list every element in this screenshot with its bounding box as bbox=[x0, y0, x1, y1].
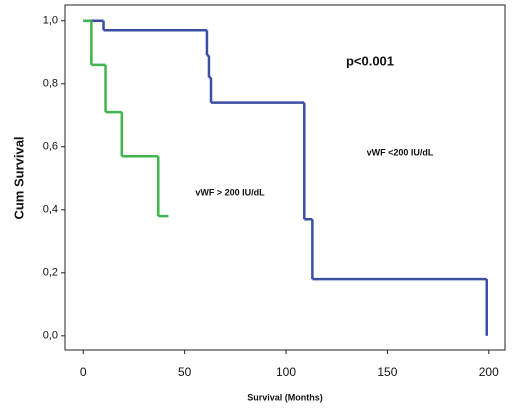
y-tick-label: 0,6 bbox=[43, 141, 58, 153]
x-axis-title: Survival (Months) bbox=[247, 392, 323, 402]
y-axis-title: Cum Survival bbox=[11, 136, 26, 219]
y-tick-label: 1,0 bbox=[43, 15, 58, 27]
y-tick-label: 0,0 bbox=[43, 330, 58, 342]
x-tick-label: 150 bbox=[377, 365, 397, 379]
y-tick-label: 0,8 bbox=[43, 78, 58, 90]
y-tick-label: 0,2 bbox=[43, 267, 58, 279]
p-value: p<0.001 bbox=[346, 53, 394, 68]
plot-frame bbox=[64, 4, 506, 351]
x-tick-label: 50 bbox=[178, 365, 192, 379]
x-tick-label: 100 bbox=[276, 365, 296, 379]
x-tick-label: 200 bbox=[479, 365, 499, 379]
y-tick-label: 0,4 bbox=[43, 204, 58, 216]
x-tick-label: 0 bbox=[80, 365, 87, 379]
series-label: vWF > 200 IU/dL bbox=[195, 187, 265, 197]
series-label: vWF <200 IU/dL bbox=[367, 147, 434, 157]
